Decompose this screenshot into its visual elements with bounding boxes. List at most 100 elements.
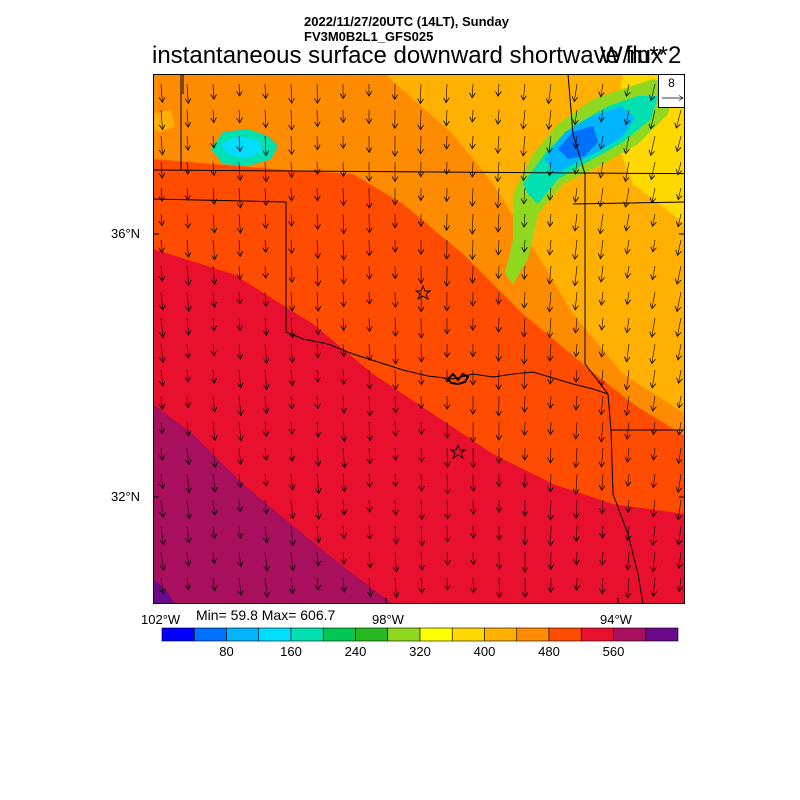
wind-arrow	[549, 161, 551, 176]
wind-arrow	[652, 187, 655, 203]
wind-arrow	[652, 317, 655, 337]
wind-arrow	[317, 473, 319, 494]
wind-arrow	[677, 265, 682, 284]
wind-arrow	[265, 83, 266, 98]
wind-arrow	[213, 369, 214, 383]
cloud-patch-west-edge	[153, 110, 175, 132]
units-label: W/m**2	[600, 42, 682, 69]
wind-arrow	[575, 161, 577, 174]
wind-arrow	[291, 421, 292, 434]
wind-arrow	[395, 369, 396, 389]
wind-arrow	[369, 421, 370, 441]
wind-arrow	[395, 343, 396, 364]
wind-arrow	[653, 213, 655, 226]
wind-arrow	[602, 317, 603, 330]
wind-arrow	[447, 577, 448, 590]
wind-arrow	[187, 551, 189, 566]
wind-arrow	[576, 473, 577, 494]
wind-arrow	[369, 577, 371, 597]
wind-arrow	[421, 473, 422, 491]
wind-arrow	[446, 83, 447, 103]
wind-arrow	[523, 135, 525, 156]
wind-arrow	[265, 239, 266, 252]
wind-arrow	[187, 265, 189, 285]
wind-arrow	[291, 473, 293, 490]
wind-arrow	[239, 187, 240, 208]
wind-arrow	[651, 161, 656, 179]
wind-arrow	[395, 473, 396, 486]
wind-arrow	[446, 109, 447, 126]
wind-arrow	[343, 577, 344, 592]
wind-arrow	[626, 187, 629, 207]
wind-arrow	[628, 499, 629, 512]
wind-arrow	[523, 161, 525, 181]
colorbar-label: 320	[409, 644, 431, 659]
wind-arrow	[291, 525, 293, 546]
wind-arrow	[343, 447, 345, 468]
colorbar-box	[419, 627, 453, 642]
wind-arrow	[291, 395, 292, 409]
wind-arrow	[576, 421, 577, 439]
kansas-oklahoma-border	[153, 169, 685, 175]
wind-arrow	[343, 499, 344, 515]
wind-arrow	[395, 551, 396, 572]
wind-arrow	[265, 447, 266, 460]
wind-arrow	[239, 343, 240, 359]
header-line-2: FV3M0B2L1_GFS025	[304, 29, 434, 44]
wind-arrow	[265, 291, 266, 306]
wind-arrow	[627, 421, 629, 439]
wind-arrow	[653, 239, 655, 252]
wind-arrow	[239, 473, 241, 487]
wind-arrow	[600, 239, 603, 259]
wind-arrow	[265, 577, 267, 597]
wind-arrow	[653, 421, 655, 434]
wind-arrow	[187, 577, 189, 590]
wind-arrow	[343, 239, 344, 260]
wind-arrow	[627, 239, 629, 254]
wind-arrow	[395, 317, 396, 336]
colorbar-box	[548, 627, 582, 642]
wind-arrow	[550, 369, 551, 384]
wind-arrow	[369, 447, 370, 464]
wind-arrow	[498, 109, 499, 124]
wind-arrow	[550, 187, 551, 200]
wind-arrow	[652, 369, 655, 388]
reference-arrow-icon	[662, 95, 684, 101]
wind-arrow	[213, 109, 214, 123]
wind-arrow	[213, 577, 215, 591]
wind-arrow	[213, 473, 215, 492]
wind-arrow	[550, 317, 551, 337]
wind-arrow	[187, 499, 189, 519]
wind-arrow	[420, 109, 421, 130]
wind-arrow	[575, 213, 577, 231]
wind-arrow	[576, 499, 577, 518]
wind-arrow	[317, 525, 319, 543]
wind-arrow	[678, 525, 681, 545]
colorbar-box	[516, 627, 550, 642]
wind-arrow	[472, 213, 473, 234]
wind-arrow	[602, 551, 603, 565]
wind-arrow	[678, 239, 681, 255]
wind-arrow	[498, 239, 499, 255]
wind-arrow	[550, 395, 551, 408]
colorbar-box	[193, 627, 227, 642]
wind-arrow	[213, 551, 214, 563]
colorbar-label: 240	[344, 644, 367, 659]
wind-arrow	[265, 395, 267, 413]
wind-arrow	[291, 83, 292, 103]
wind-arrow	[317, 343, 318, 358]
cloud-core-east-deep	[558, 126, 598, 159]
wind-arrow	[550, 473, 551, 492]
wind-arrow	[187, 291, 189, 311]
wind-arrow	[213, 395, 215, 412]
wind-arrow	[549, 265, 551, 284]
colorbar	[161, 627, 679, 642]
wind-arrow	[601, 291, 603, 305]
wind-arrow	[161, 135, 163, 155]
wind-arrow	[652, 343, 655, 364]
colorbar-box	[355, 627, 389, 642]
wind-arrow	[651, 83, 656, 100]
wind-arrow	[678, 473, 681, 492]
wind-arrow	[524, 187, 525, 204]
wind-arrow	[498, 187, 499, 208]
